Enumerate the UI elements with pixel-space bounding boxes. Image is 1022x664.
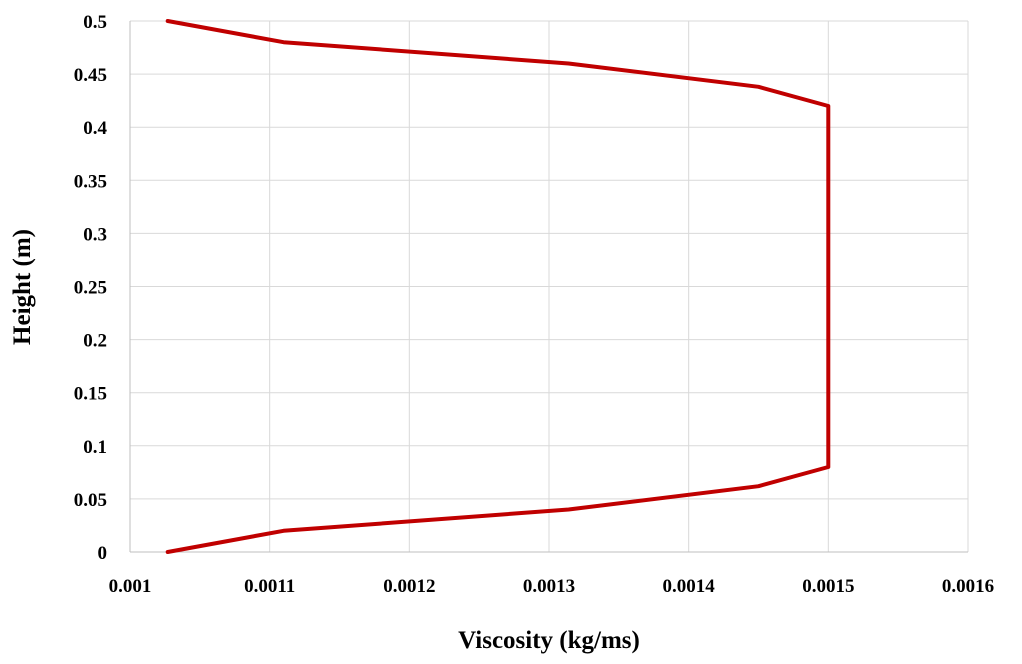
y-tick-label: 0.3 xyxy=(83,224,107,245)
y-tick-label: 0.1 xyxy=(83,437,107,458)
x-tick-label: 0.0015 xyxy=(802,576,854,597)
y-tick-label: 0.35 xyxy=(74,171,107,192)
grid-lines xyxy=(130,20,969,552)
x-tick-label: 0.001 xyxy=(109,576,152,597)
y-tick-label: 0.4 xyxy=(83,118,107,139)
x-tick-label: 0.0011 xyxy=(244,576,295,597)
y-tick-label: 0.15 xyxy=(74,384,107,405)
viscosity-profile-line xyxy=(165,19,831,554)
y-tick-label: 0.45 xyxy=(74,65,107,86)
y-tick-label: 0.25 xyxy=(74,278,107,299)
y-tick-labels: 0 0.05 0.1 0.15 0.2 0.25 0.3 0.35 0.4 0.45 0.5 xyxy=(74,12,108,564)
x-axis-title: Viscosity (kg/ms) xyxy=(458,627,640,654)
axes xyxy=(129,21,968,553)
y-tick-label: 0.05 xyxy=(74,490,107,511)
x-tick-label: 0.0013 xyxy=(523,576,575,597)
y-tick-label: 0 xyxy=(98,543,108,564)
x-tick-label: 0.0014 xyxy=(663,576,716,597)
y-axis-title: Height (m) xyxy=(9,229,36,345)
y-tick-label: 0.5 xyxy=(83,12,107,33)
x-tick-labels: 0.001 0.0011 0.0012 0.0013 0.0014 0.0015 0.001… xyxy=(109,576,995,597)
y-tick-label: 0.2 xyxy=(83,331,107,352)
x-tick-label: 0.0016 xyxy=(942,576,994,597)
series-group xyxy=(165,19,831,554)
x-tick-label: 0.0012 xyxy=(383,576,435,597)
